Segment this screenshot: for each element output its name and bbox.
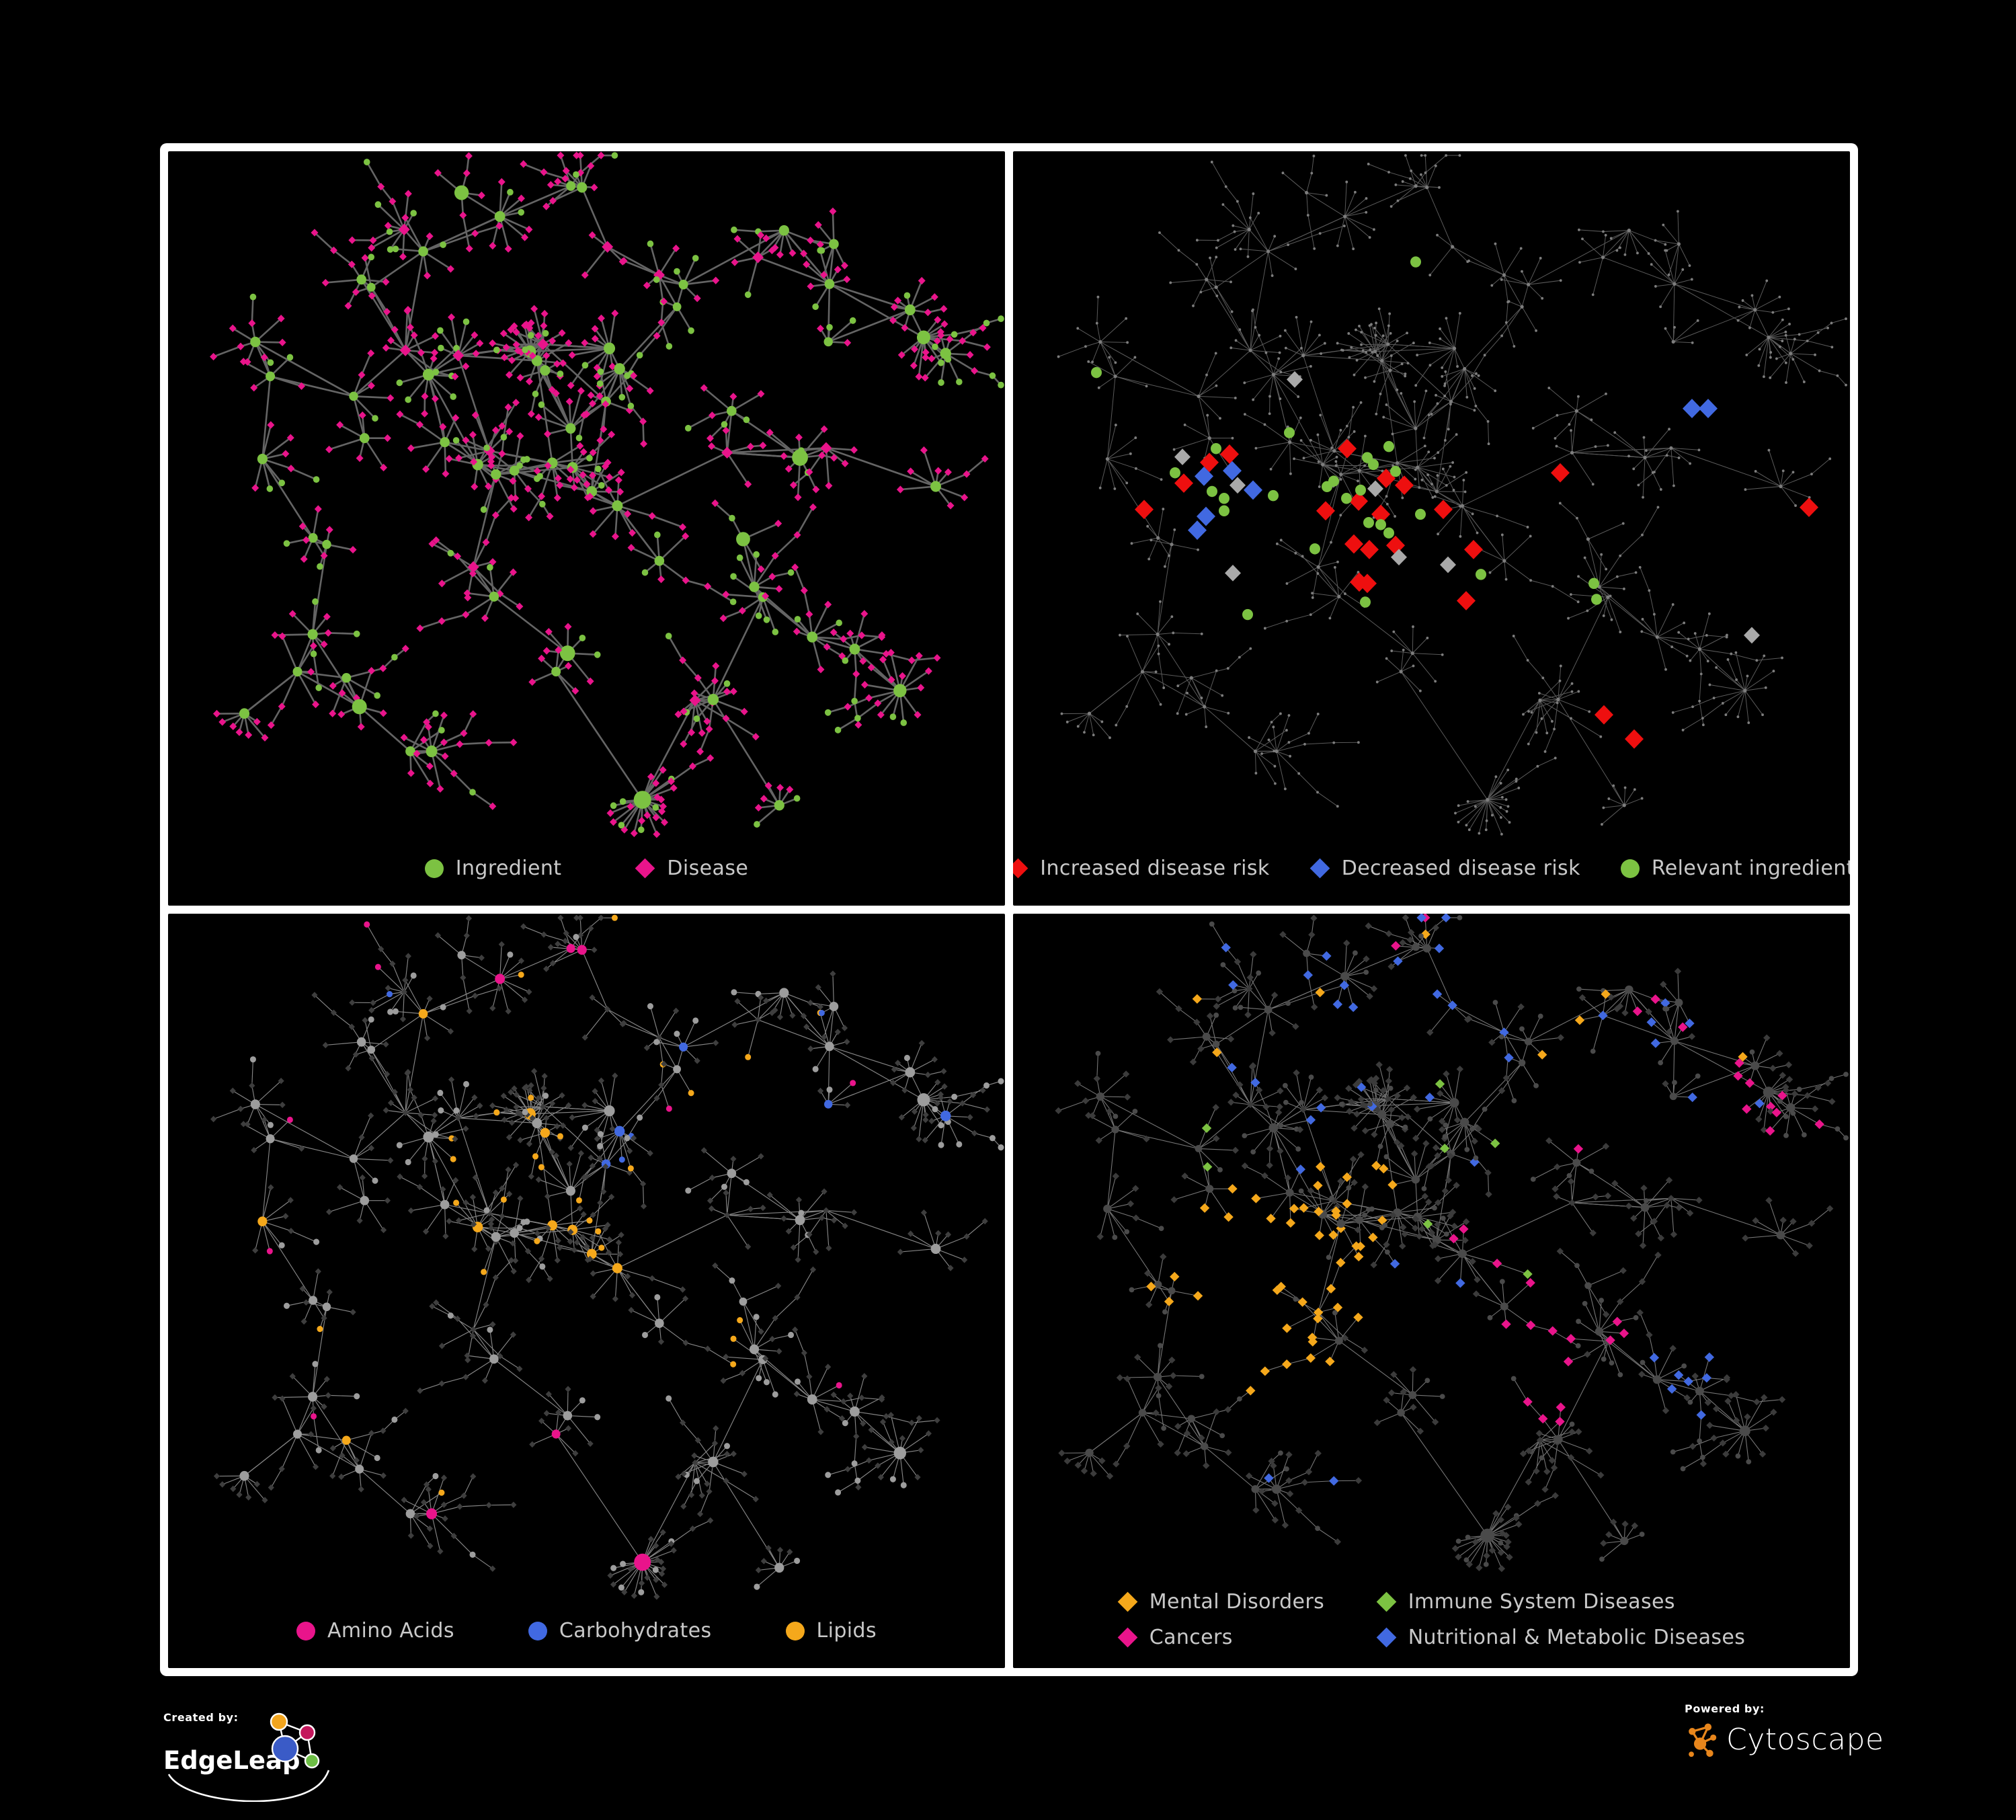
legend-disease-risk: Increased disease risk Decreased disease … xyxy=(1013,857,1850,906)
legend-label-disease: Disease xyxy=(667,857,749,880)
panel-disease-risk: Increased disease risk Decreased disease … xyxy=(1013,151,1850,906)
edgeleap-node-blue xyxy=(271,1735,299,1763)
diamond-marker-increased-disease-risk xyxy=(1013,858,1029,879)
legend-nutrient-classes: Amino Acids Carbohydrates Lipids xyxy=(168,1619,1005,1668)
edgeleap-glyph xyxy=(270,1712,320,1769)
legend-label-amino-acids: Amino Acids xyxy=(327,1619,454,1643)
diamond-marker-disease xyxy=(635,858,655,879)
footer-powered-by: Powered by: Cytoscape xyxy=(1685,1702,1884,1759)
edgeleap-node-green xyxy=(304,1753,320,1769)
legend-label-immune-system-diseases: Immune System Diseases xyxy=(1408,1590,1675,1614)
powered-by-label: Powered by: xyxy=(1685,1702,1765,1715)
diamond-marker-nutritional-metabolic-diseases xyxy=(1376,1627,1397,1648)
legend-item-relevant-ingredient: Relevant ingredient xyxy=(1620,857,1850,880)
panel-grid: Ingredient Disease Increased disease risk… xyxy=(160,143,1858,1676)
legend-ingredient-disease: Ingredient Disease xyxy=(168,857,1005,906)
legend-disease-classes: Mental Disorders Immune System Diseases Ca… xyxy=(1013,1590,1850,1668)
network-canvas-disease-classes xyxy=(1055,914,1849,1573)
legend-item-immune-system-diseases: Immune System Diseases xyxy=(1376,1590,1746,1614)
legend-label-ingredient: Ingredient xyxy=(455,857,562,880)
network-canvas-disease-risk xyxy=(1057,154,1847,836)
circle-marker-lipids xyxy=(785,1621,805,1640)
edgeleap-node-orange xyxy=(270,1712,288,1731)
edgeleap-node-pink xyxy=(298,1724,316,1741)
legend-item-mental-disorders: Mental Disorders xyxy=(1117,1590,1377,1614)
panel-disease-classes: Mental Disorders Immune System Diseases Ca… xyxy=(1013,914,1850,1668)
legend-item-lipids: Lipids xyxy=(785,1619,877,1643)
diamond-marker-mental-disorders xyxy=(1117,1591,1138,1612)
legend-label-relevant-ingredient: Relevant ingredient xyxy=(1651,857,1850,880)
legend-label-cancers: Cancers xyxy=(1149,1626,1233,1649)
legend-label-carbohydrates: Carbohydrates xyxy=(559,1619,712,1643)
legend-item-amino-acids: Amino Acids xyxy=(296,1619,454,1643)
legend-label-nutritional-metabolic-diseases: Nutritional & Metabolic Diseases xyxy=(1408,1626,1746,1649)
edgeleap-logo: EdgeLeap xyxy=(163,1712,330,1802)
circle-marker-ingredient xyxy=(424,859,444,878)
network-canvas-ingredient-disease xyxy=(210,151,1004,838)
legend-item-increased-disease-risk: Increased disease risk xyxy=(1013,857,1270,880)
edgeleap-swoosh xyxy=(167,1770,330,1802)
legend-label-increased-disease-risk: Increased disease risk xyxy=(1040,857,1270,880)
cytoscape-logo-icon xyxy=(1689,1723,1717,1757)
legend-label-lipids: Lipids xyxy=(816,1619,877,1643)
diamond-marker-cancers xyxy=(1117,1627,1138,1648)
circle-marker-relevant-ingredient xyxy=(1620,859,1640,878)
diamond-marker-decreased-disease-risk xyxy=(1309,858,1330,879)
footer-created-by: Created by: EdgeLeap xyxy=(163,1711,345,1812)
legend-item-disease: Disease xyxy=(635,857,748,880)
panel-ingredient-disease: Ingredient Disease xyxy=(168,151,1005,906)
legend-label-decreased-disease-risk: Decreased disease risk xyxy=(1341,857,1580,880)
diamond-marker-immune-system-diseases xyxy=(1376,1591,1397,1612)
panel-nutrient-classes: Amino Acids Carbohydrates Lipids xyxy=(168,914,1005,1668)
legend-item-carbohydrates: Carbohydrates xyxy=(528,1619,712,1643)
legend-item-cancers: Cancers xyxy=(1117,1626,1377,1649)
circle-marker-carbohydrates xyxy=(528,1621,547,1640)
legend-label-mental-disorders: Mental Disorders xyxy=(1149,1590,1325,1614)
legend-item-nutritional-metabolic-diseases: Nutritional & Metabolic Diseases xyxy=(1376,1626,1746,1649)
network-canvas-nutrient-classes xyxy=(210,914,1004,1600)
legend-item-ingredient: Ingredient xyxy=(424,857,562,880)
legend-item-decreased-disease-risk: Decreased disease risk xyxy=(1309,857,1580,880)
created-by-label: Created by: xyxy=(163,1711,239,1724)
cytoscape-wordmark: Cytoscape xyxy=(1726,1722,1884,1757)
circle-marker-amino-acids xyxy=(296,1621,315,1640)
